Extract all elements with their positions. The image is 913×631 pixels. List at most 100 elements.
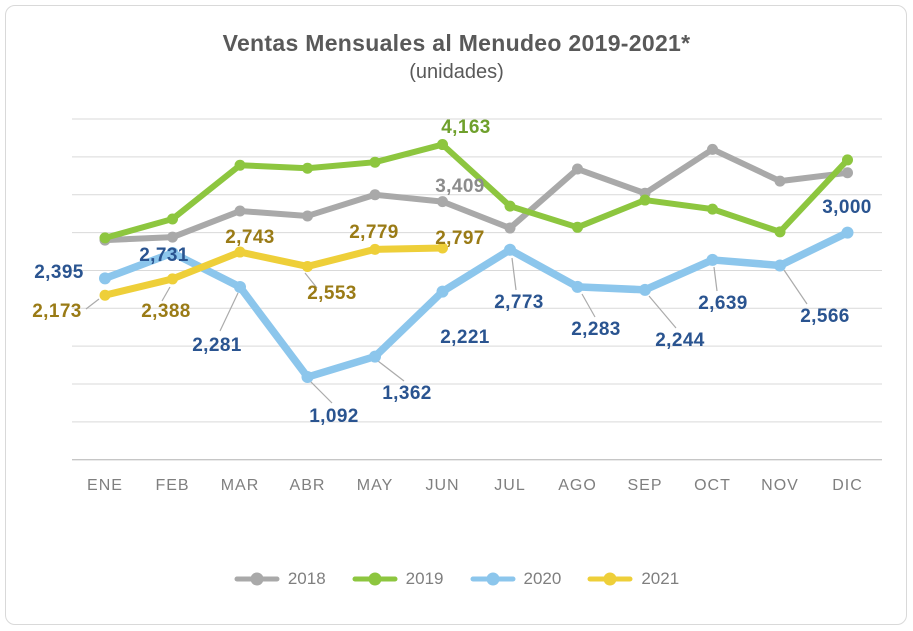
x-axis-label-abr: ABR bbox=[290, 477, 326, 494]
series-point-2019-nov bbox=[774, 226, 786, 238]
data-label-2020-oct: 2,639 bbox=[698, 293, 748, 314]
x-axis-label-dic: DIC bbox=[832, 477, 863, 494]
data-label-2020-sep: 2,244 bbox=[655, 330, 705, 351]
series-point-2020-jul bbox=[504, 243, 516, 256]
series-point-2020-oct bbox=[706, 253, 719, 266]
legend-marker-dot bbox=[603, 572, 617, 586]
label-leader-2021-ene bbox=[85, 298, 100, 310]
series-point-2018-oct bbox=[707, 143, 718, 155]
data-label-2020-may: 1,362 bbox=[382, 383, 432, 404]
x-axis-label-oct: OCT bbox=[694, 477, 731, 494]
label-leader-2021-abr bbox=[304, 272, 318, 289]
label-leader-2020-nov bbox=[783, 269, 808, 305]
series-line-2021 bbox=[101, 244, 446, 299]
legend-marker-2019 bbox=[352, 572, 398, 586]
legend-label-2019: 2019 bbox=[405, 569, 444, 588]
series-point-2019-dic bbox=[842, 154, 853, 166]
data-label-2021-jun: 2,797 bbox=[435, 228, 485, 249]
series-point-2018-dic bbox=[842, 167, 853, 179]
data-label-2020-abr: 1,092 bbox=[309, 406, 359, 427]
label-leader-2020-mar bbox=[219, 292, 239, 332]
series-point-2019-mar bbox=[234, 159, 246, 171]
series-point-2019-jun bbox=[437, 139, 448, 151]
data-label-2021-feb: 2,388 bbox=[141, 301, 191, 322]
legend-item-2019: 2019 bbox=[352, 569, 444, 589]
x-axis-label-jul: JUL bbox=[494, 477, 525, 494]
series-point-2019-feb bbox=[167, 213, 178, 225]
label-leader-2020-oct bbox=[713, 266, 718, 292]
legend-item-2021: 2021 bbox=[587, 569, 679, 589]
data-label-2020-mar: 2,281 bbox=[192, 335, 242, 356]
series-point-2018-jun bbox=[437, 196, 448, 208]
series-point-2018-nov bbox=[774, 175, 786, 187]
x-axis-label-jun: JUN bbox=[425, 477, 459, 494]
legend-label-2018: 2018 bbox=[287, 569, 326, 588]
chart-subtitle: (unidades) bbox=[409, 61, 504, 83]
label-leader-2020-jul bbox=[511, 257, 517, 291]
series-point-2019-may bbox=[369, 156, 381, 168]
label-leader-2020-may bbox=[377, 360, 405, 382]
series-point-2020-sep bbox=[639, 283, 651, 296]
series-point-2018-ago bbox=[572, 163, 583, 175]
series-point-2020-abr bbox=[301, 371, 314, 384]
series-point-2021-may bbox=[369, 243, 381, 255]
series-point-2019-oct bbox=[707, 203, 718, 215]
x-axis-label-feb: FEB bbox=[155, 477, 189, 494]
label-leader-2020-ago bbox=[581, 293, 596, 318]
data-label-2020-ene: 2,395 bbox=[34, 262, 84, 283]
label-leader-2021-feb bbox=[161, 286, 171, 302]
legend-marker-dot bbox=[368, 572, 382, 586]
series-line-2018 bbox=[102, 146, 851, 244]
legend-marker-dot bbox=[250, 572, 264, 586]
data-label-2020-nov: 2,566 bbox=[800, 306, 850, 327]
legend-item-2020: 2020 bbox=[470, 569, 562, 589]
x-axis-label-mar: MAR bbox=[221, 477, 260, 494]
data-label-2019-jun: 4,163 bbox=[441, 117, 491, 138]
chart-title: Ventas Mensuales al Menudeo 2019-2021* bbox=[222, 30, 691, 56]
data-label-2021-mar: 2,743 bbox=[225, 227, 275, 248]
data-label-2021-may: 2,779 bbox=[349, 222, 399, 243]
series-point-2019-jul bbox=[504, 200, 516, 212]
data-label-2020-ago: 2,283 bbox=[571, 319, 621, 340]
series-point-2021-abr bbox=[302, 260, 313, 272]
data-label-2018-jun: 3,409 bbox=[435, 176, 485, 197]
data-label-2021-abr: 2,553 bbox=[307, 283, 357, 304]
series-point-2019-ago bbox=[572, 221, 583, 233]
series-point-2021-feb bbox=[167, 273, 178, 285]
x-axis-label-sep: SEP bbox=[627, 477, 662, 494]
legend-marker-2021 bbox=[587, 572, 633, 586]
chart-legend: 2018 2019 2020 2021 bbox=[0, 569, 913, 589]
series-line-2019 bbox=[102, 141, 851, 241]
legend-item-2018: 2018 bbox=[234, 569, 326, 589]
series-point-2020-ene bbox=[99, 272, 111, 285]
series-point-2018-may bbox=[369, 189, 381, 201]
label-leader-2020-abr bbox=[309, 380, 333, 404]
legend-marker-2020 bbox=[470, 572, 515, 586]
legend-label-2020: 2020 bbox=[523, 569, 562, 588]
x-axis-label-nov: NOV bbox=[761, 477, 799, 494]
series-point-2018-mar bbox=[234, 205, 246, 217]
series-point-2018-feb bbox=[167, 231, 178, 243]
legend-marker-dot bbox=[486, 572, 499, 586]
legend-label-2021: 2021 bbox=[641, 569, 680, 588]
series-point-2019-ene bbox=[99, 232, 111, 244]
series-point-2021-mar bbox=[234, 246, 246, 258]
series-point-2019-sep bbox=[639, 194, 651, 206]
series-point-2020-mar bbox=[234, 281, 246, 294]
legend-marker-2018 bbox=[234, 572, 280, 586]
series-point-2020-ago bbox=[571, 280, 584, 293]
data-label-2021-ene: 2,173 bbox=[32, 301, 82, 322]
data-label-2020-jun: 2,221 bbox=[440, 327, 490, 348]
x-axis-label-ago: AGO bbox=[558, 477, 597, 494]
series-point-2021-jun bbox=[437, 242, 448, 254]
x-axis-label-may: MAY bbox=[357, 477, 393, 494]
series-point-2020-jun bbox=[436, 285, 449, 298]
series-point-2018-jul bbox=[504, 222, 516, 234]
label-leader-2020-sep bbox=[648, 295, 677, 329]
series-point-2020-may bbox=[369, 350, 381, 363]
data-label-2020-feb: 2,731 bbox=[139, 245, 189, 266]
series-point-2021-ene bbox=[99, 289, 111, 301]
data-label-2020-jul: 2,773 bbox=[494, 292, 544, 313]
